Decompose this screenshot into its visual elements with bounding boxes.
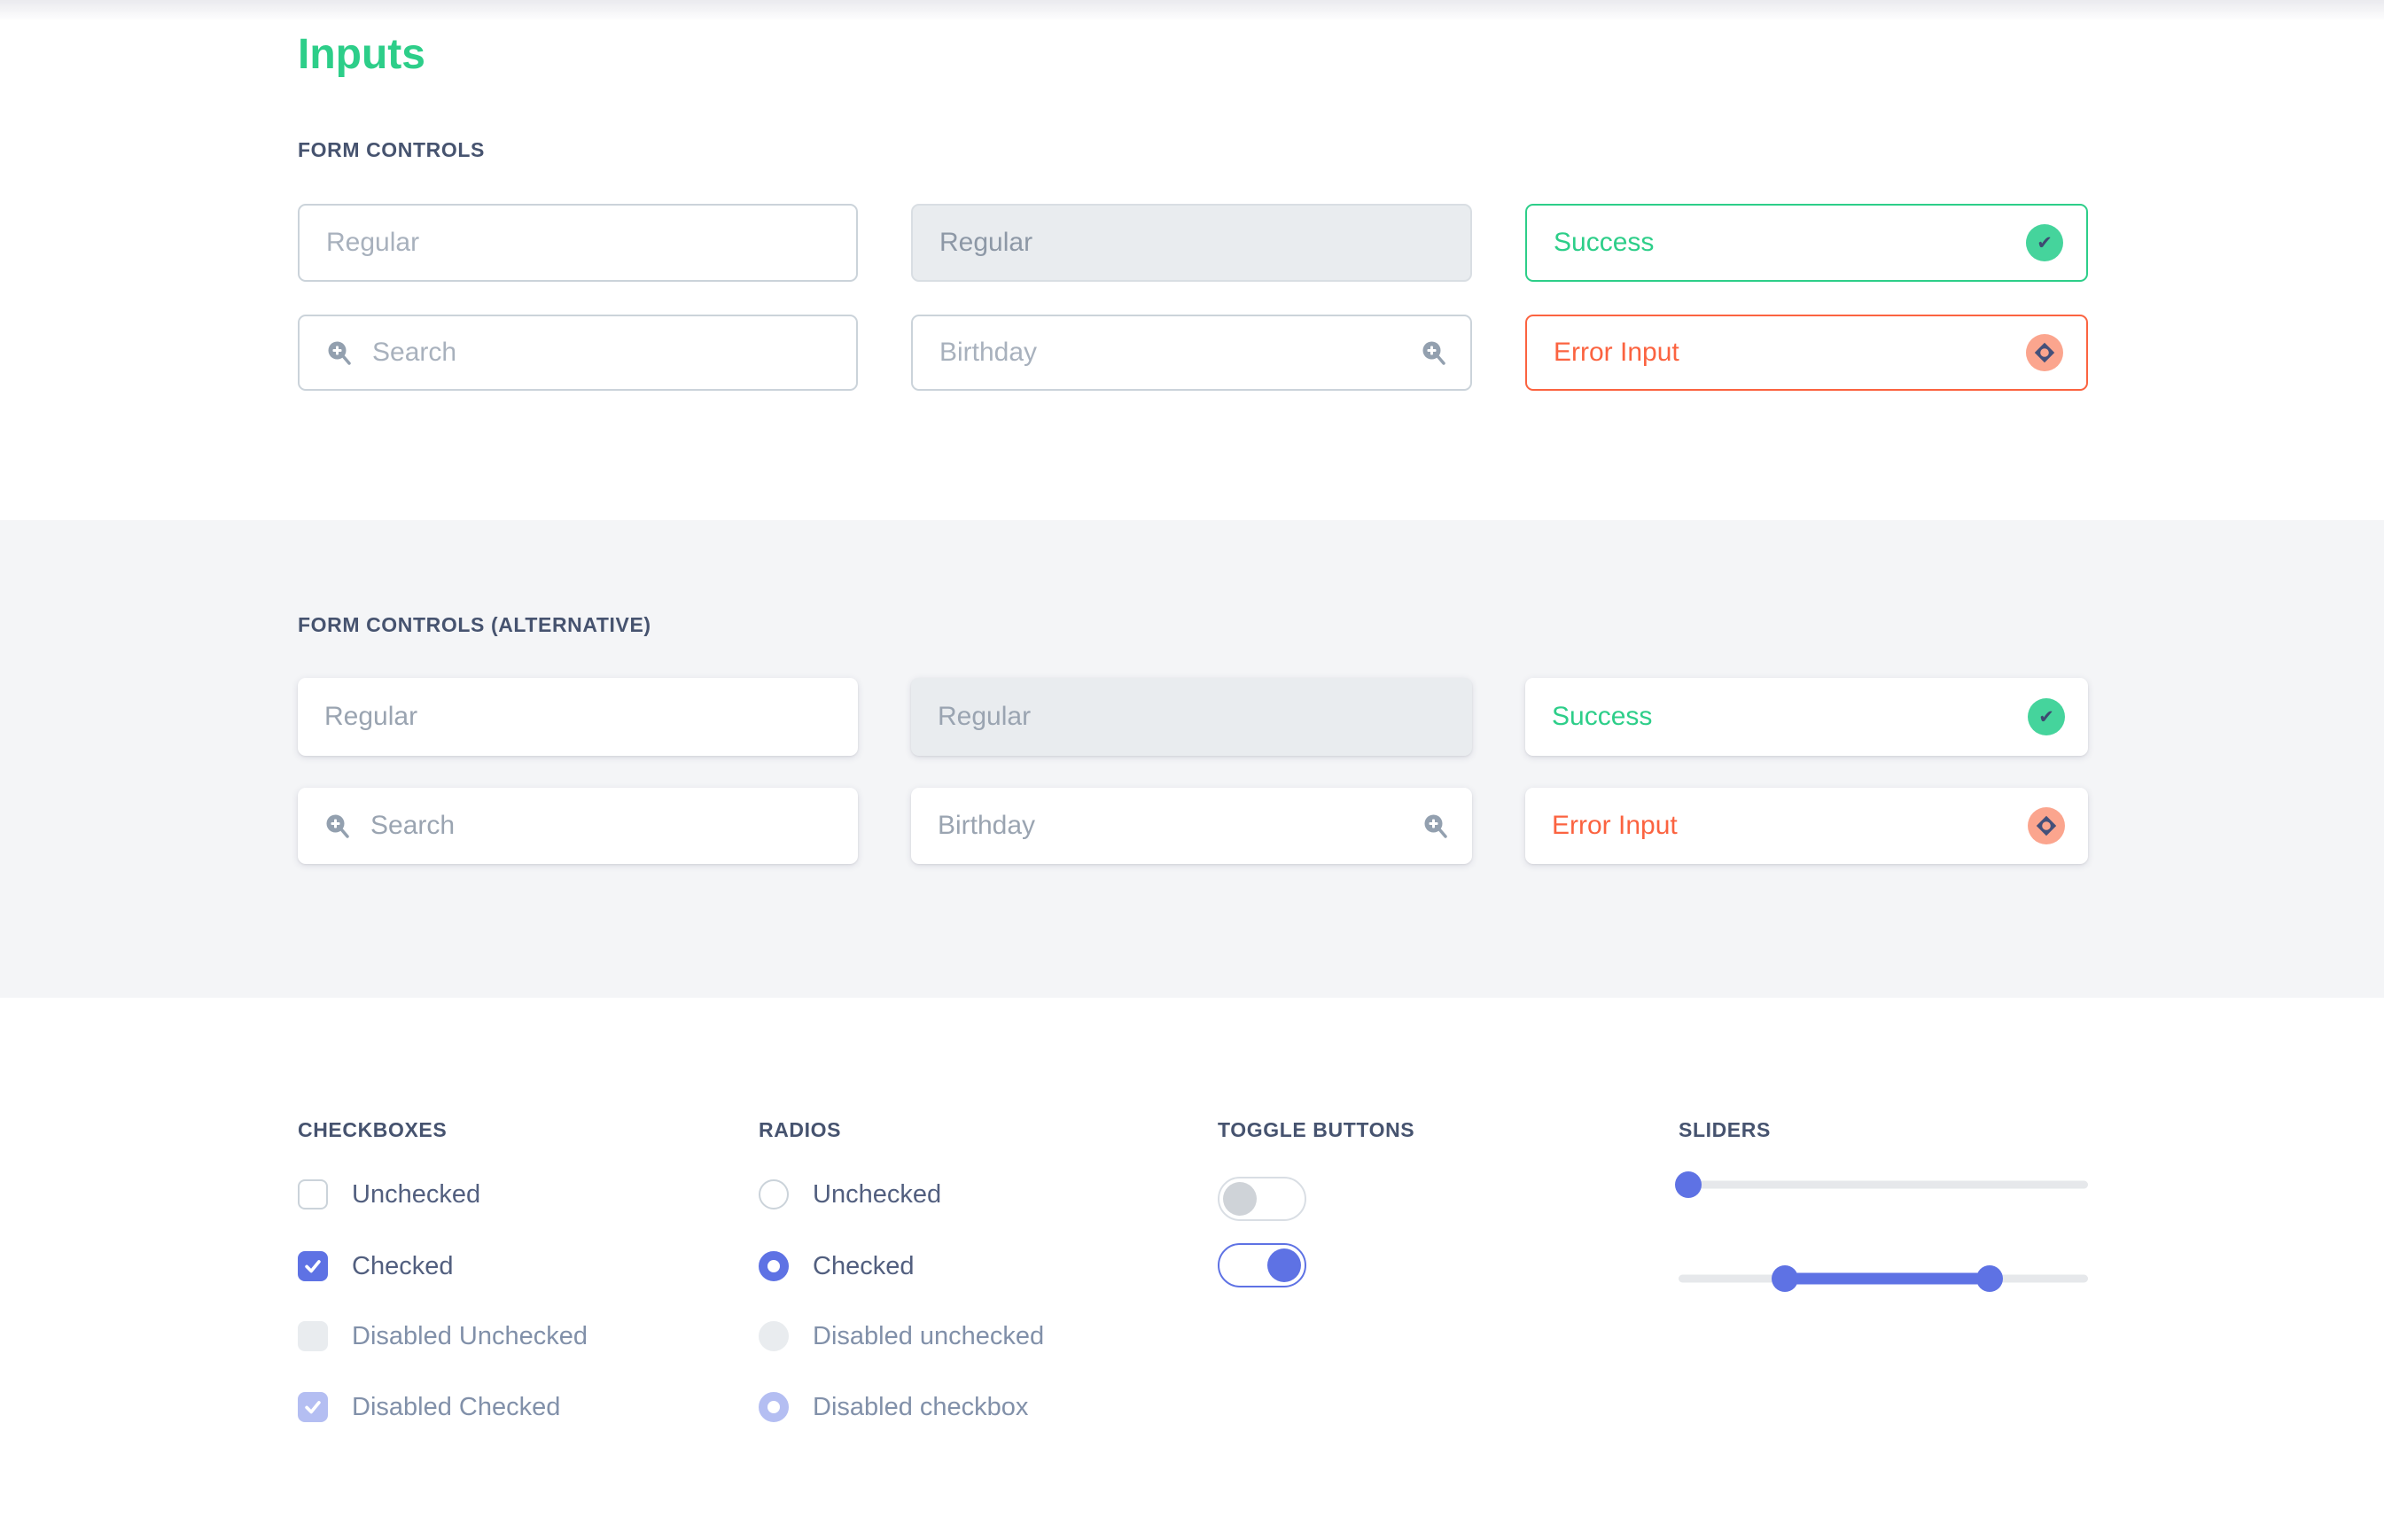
error-input-alt-field[interactable] xyxy=(1552,811,2061,841)
success-input-field[interactable] xyxy=(1554,228,2060,258)
toggle-buttons-heading: TOGGLE BUTTONS xyxy=(1218,1118,1415,1141)
radio-disabled-unchecked xyxy=(759,1321,789,1351)
slider-thumb[interactable] xyxy=(1675,1171,1702,1198)
radio-label: Unchecked xyxy=(813,1179,942,1209)
success-input[interactable]: ✔ xyxy=(1525,204,2088,282)
search-icon xyxy=(324,813,351,839)
check-icon xyxy=(305,1401,321,1414)
success-badge: ✔ xyxy=(2026,224,2063,261)
support-diamond-icon xyxy=(2034,342,2055,363)
regular-disabled-input-alt xyxy=(911,678,1472,756)
checkbox-label: Checked xyxy=(352,1251,454,1280)
checkbox-label: Unchecked xyxy=(352,1179,481,1209)
radio-disabled-checked xyxy=(759,1392,789,1422)
success-input-alt[interactable]: ✔ xyxy=(1525,678,2088,756)
checkbox-row-checked[interactable]: Checked xyxy=(298,1251,453,1281)
search-icon[interactable] xyxy=(1422,813,1449,839)
search-input-alt[interactable] xyxy=(298,788,858,864)
toggle-knob xyxy=(1267,1248,1301,1282)
support-diamond-icon xyxy=(2036,815,2057,836)
radio-row-checked[interactable]: Checked xyxy=(759,1251,914,1281)
form-controls-heading: FORM CONTROLS xyxy=(298,138,485,161)
checkbox-row-disabled-checked: Disabled Checked xyxy=(298,1392,560,1422)
search-input[interactable] xyxy=(298,315,858,391)
radio-checked[interactable] xyxy=(759,1251,789,1281)
birthday-input-alt[interactable] xyxy=(911,788,1472,864)
checkboxes-heading: CHECKBOXES xyxy=(298,1118,448,1141)
page-title: Inputs xyxy=(298,31,425,78)
birthday-input-field[interactable] xyxy=(939,338,1444,368)
birthday-input[interactable] xyxy=(911,315,1472,391)
check-icon xyxy=(305,1260,321,1273)
checkbox-checked[interactable] xyxy=(298,1251,328,1281)
checkbox-row-unchecked[interactable]: Unchecked xyxy=(298,1179,480,1209)
radio-unchecked[interactable] xyxy=(759,1179,789,1209)
check-icon: ✔ xyxy=(2037,232,2053,253)
error-badge xyxy=(2026,334,2063,371)
radio-label: Disabled checkbox xyxy=(813,1392,1029,1421)
error-input-alt[interactable] xyxy=(1525,788,2088,864)
slider-track[interactable] xyxy=(1679,1180,2088,1189)
slider-range-fill xyxy=(1785,1272,1991,1285)
regular-input-alt-field[interactable] xyxy=(324,702,831,732)
checkbox-disabled-checked xyxy=(298,1392,328,1422)
error-badge xyxy=(2028,807,2065,844)
regular-disabled-field xyxy=(939,228,1444,258)
regular-disabled-alt-field xyxy=(938,702,1445,732)
search-input-field[interactable] xyxy=(372,338,830,368)
regular-input-alt[interactable] xyxy=(298,678,858,756)
checkbox-disabled-unchecked xyxy=(298,1321,328,1351)
search-icon[interactable] xyxy=(1421,339,1447,366)
sliders-heading: SLIDERS xyxy=(1679,1118,1771,1141)
top-shadow xyxy=(0,0,2384,21)
slider-thumb-end[interactable] xyxy=(1976,1265,2004,1292)
search-icon xyxy=(326,339,353,366)
checkbox-row-disabled-unchecked: Disabled Unchecked xyxy=(298,1321,588,1351)
search-input-alt-field[interactable] xyxy=(370,811,831,841)
slider-single[interactable] xyxy=(1675,1171,2088,1198)
form-controls-alt-heading: FORM CONTROLS (ALTERNATIVE) xyxy=(298,613,651,636)
slider-thumb-start[interactable] xyxy=(1772,1265,1799,1292)
radio-row-unchecked[interactable]: Unchecked xyxy=(759,1179,941,1209)
toggle-on[interactable] xyxy=(1218,1243,1306,1287)
radios-heading: RADIOS xyxy=(759,1118,842,1141)
slider-range[interactable] xyxy=(1679,1265,2088,1292)
regular-input[interactable] xyxy=(298,204,858,282)
radio-label: Checked xyxy=(813,1251,915,1280)
radio-row-disabled-unchecked: Disabled unchecked xyxy=(759,1321,1044,1351)
checkbox-label: Disabled Unchecked xyxy=(352,1321,588,1350)
toggle-off[interactable] xyxy=(1218,1177,1306,1221)
error-input-field[interactable] xyxy=(1554,338,2060,368)
check-icon: ✔ xyxy=(2038,706,2054,727)
alternative-section-band xyxy=(0,520,2384,998)
radio-label: Disabled unchecked xyxy=(813,1321,1045,1350)
error-input[interactable] xyxy=(1525,315,2088,391)
birthday-input-alt-field[interactable] xyxy=(938,811,1445,841)
success-badge: ✔ xyxy=(2028,698,2065,735)
success-input-alt-field[interactable] xyxy=(1552,702,2061,732)
checkbox-unchecked[interactable] xyxy=(298,1179,328,1209)
regular-disabled-input xyxy=(911,204,1472,282)
toggle-knob xyxy=(1223,1182,1257,1216)
checkbox-label: Disabled Checked xyxy=(352,1392,561,1421)
radio-row-disabled-checked: Disabled checkbox xyxy=(759,1392,1028,1422)
regular-input-field[interactable] xyxy=(326,228,830,258)
